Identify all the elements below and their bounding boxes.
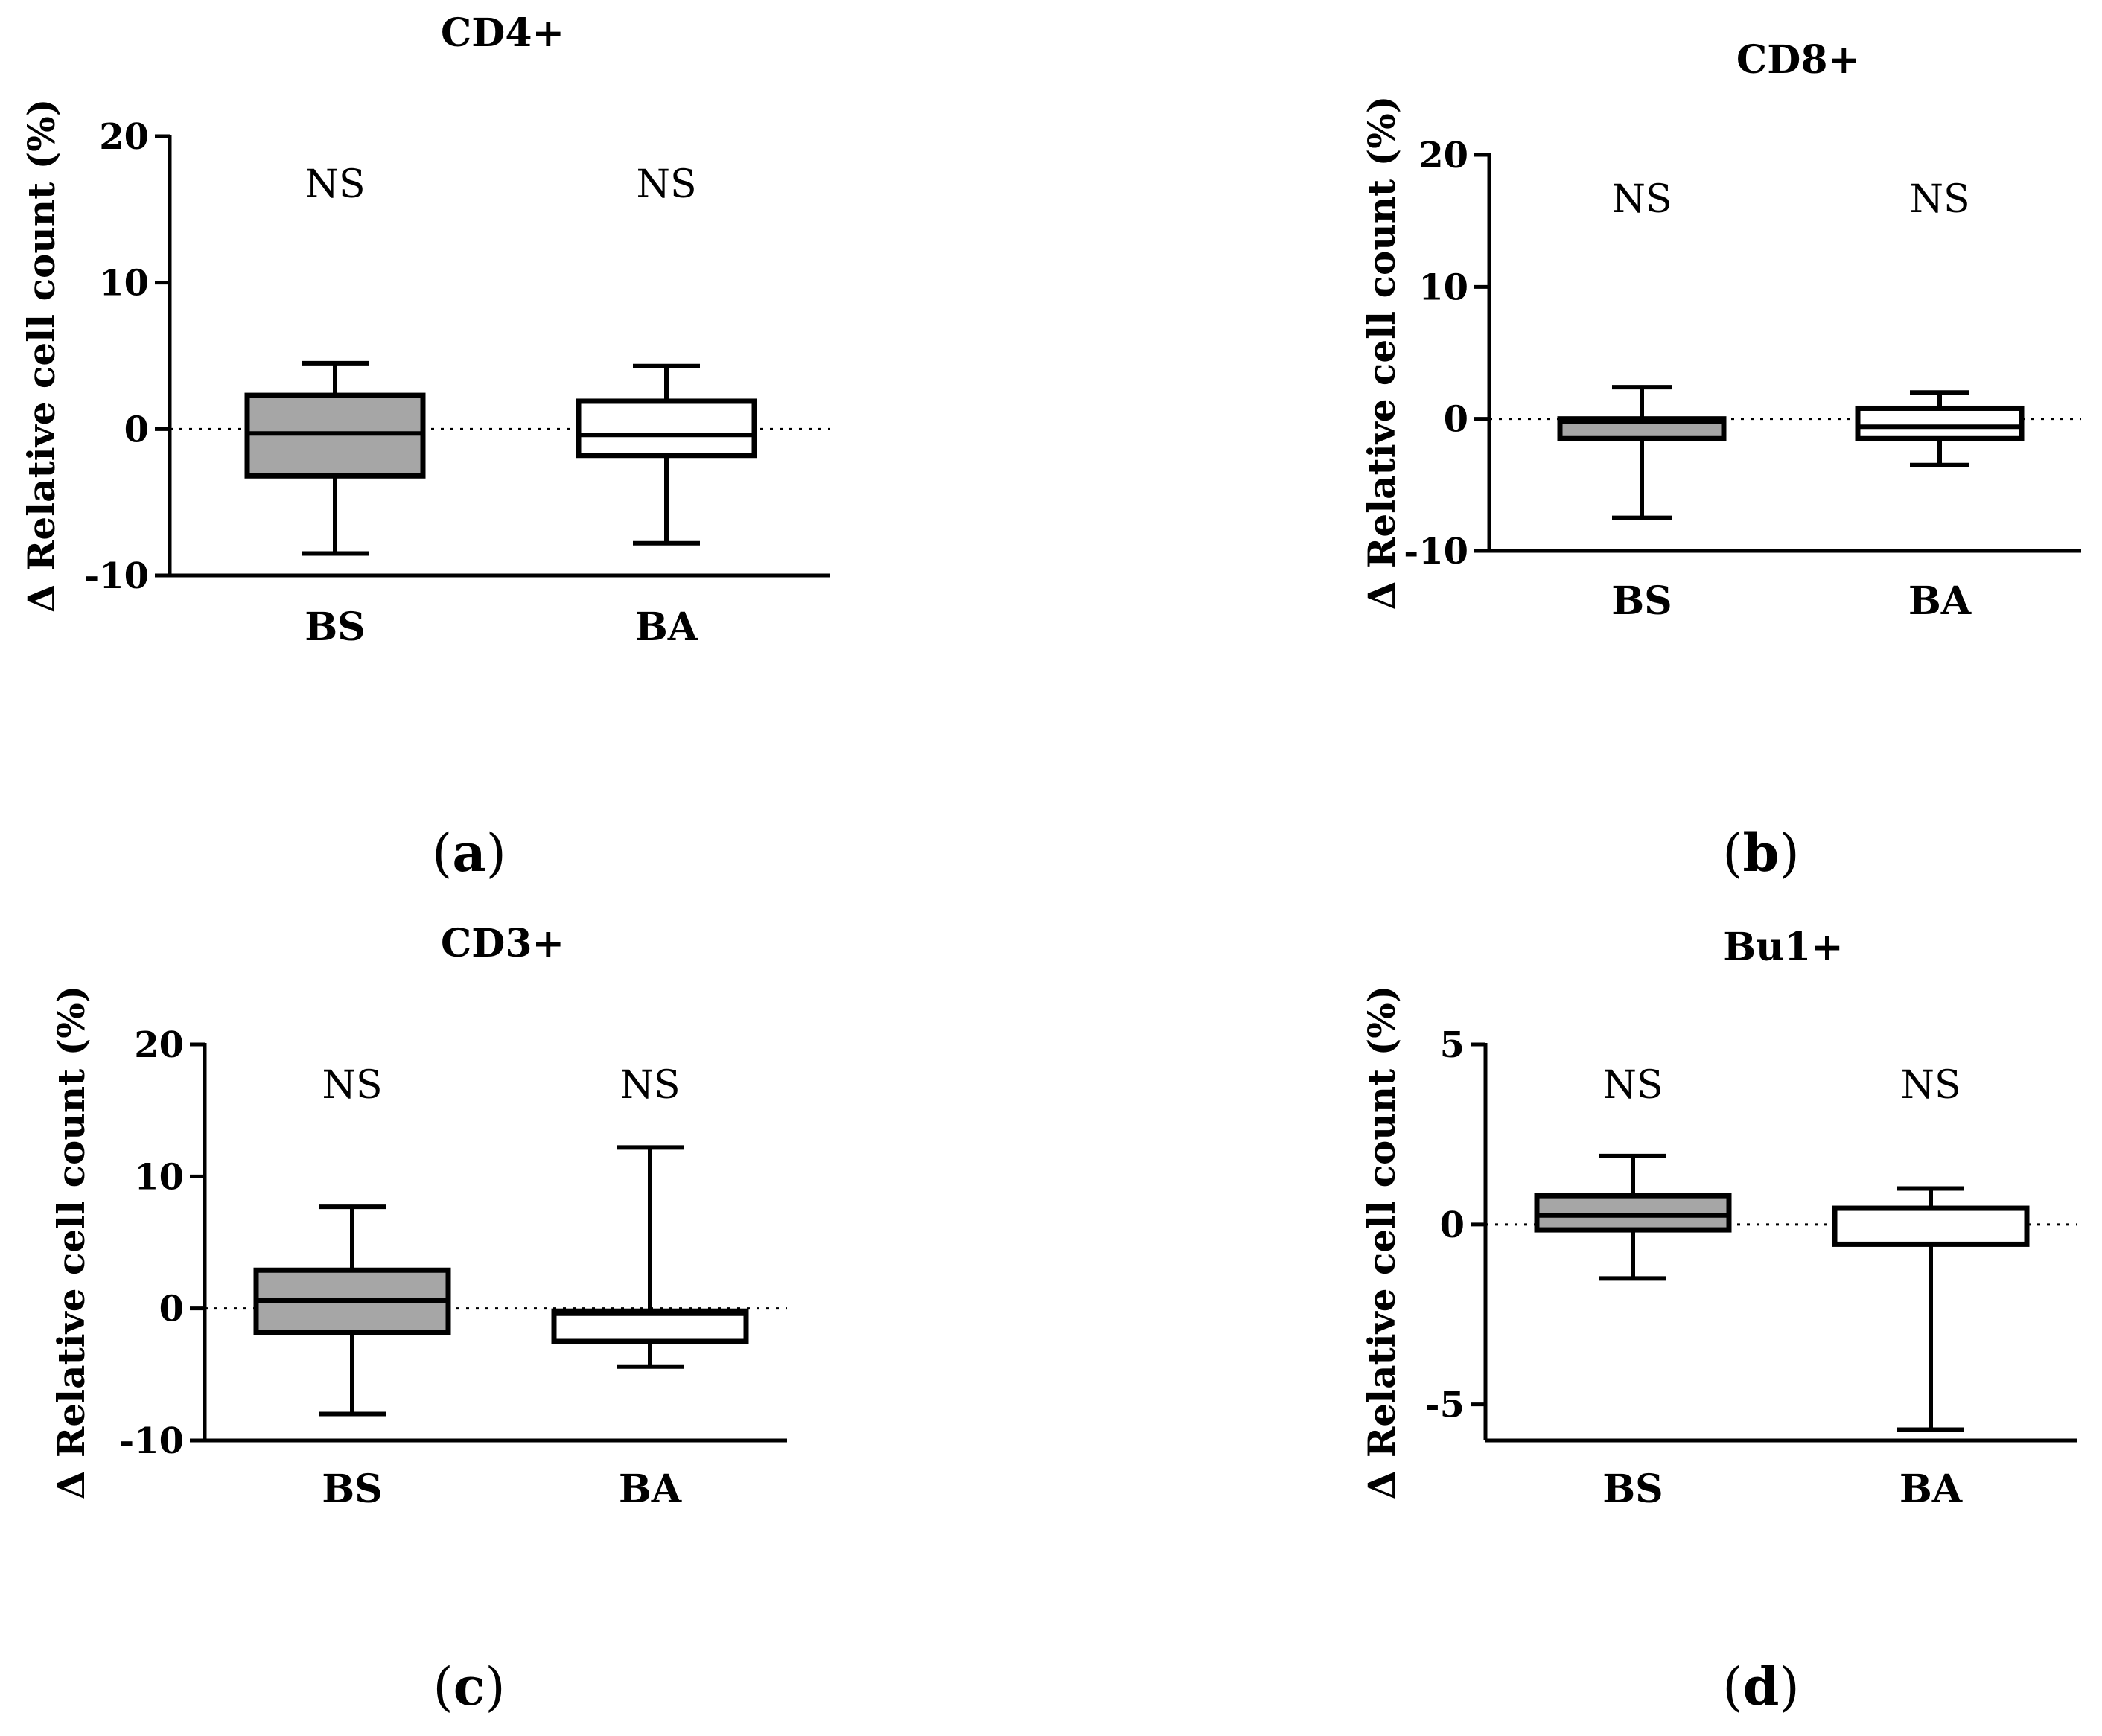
y-axis-label: Δ Relative cell count (%): [1360, 96, 1404, 610]
x-category-label: BA: [635, 604, 698, 650]
y-tick-label: -5: [1425, 1385, 1465, 1426]
box-bs: [1534, 1193, 1732, 1233]
y-tick-label: 20: [1418, 135, 1468, 176]
y-tick-label: -10: [84, 555, 149, 597]
significance-label: NS: [305, 162, 365, 207]
chart-title: CD3+: [441, 921, 564, 966]
x-category-label: BS: [305, 604, 366, 650]
significance-label: NS: [1602, 1063, 1663, 1108]
chart-panel-a: CD4+ Δ Relative cell count (%) -10 0 10 20 NS B…: [19, 10, 830, 884]
y-tick-label: 10: [1418, 267, 1468, 308]
significance-label: NS: [322, 1063, 382, 1108]
panel-label: (b): [1722, 822, 1800, 884]
chart-panel-d: Bu1+ Δ Relative cell count (%) -5 0 5 NS BS NS B…: [1360, 925, 2077, 1717]
x-category-label: BA: [1908, 578, 1972, 624]
box-ba: [551, 1308, 749, 1344]
significance-label: NS: [636, 162, 696, 207]
x-category-label: BS: [1611, 578, 1672, 624]
y-axis-label: Δ Relative cell count (%): [19, 99, 63, 613]
panel-label: (a): [432, 822, 506, 884]
significance-label: NS: [1900, 1063, 1961, 1108]
significance-label: NS: [620, 1063, 680, 1108]
box-ba: [1832, 1205, 2030, 1247]
panel-label: (d): [1722, 1656, 1800, 1717]
box-ba: [1855, 405, 2025, 441]
panel-label: (c): [433, 1656, 505, 1717]
y-tick-label: 10: [99, 263, 149, 304]
chart-title: CD4+: [441, 10, 564, 56]
chart-title: Bu1+: [1723, 925, 1844, 970]
y-tick-label: -10: [119, 1420, 184, 1462]
y-tick-label: 0: [124, 409, 149, 450]
chart-panel-b: CD8+ Δ Relative cell count (%) -10 0 10 20 NS B…: [1360, 37, 2081, 884]
y-tick-label: 20: [134, 1024, 184, 1066]
y-tick-label: -10: [1404, 531, 1468, 572]
chart-title: CD8+: [1736, 37, 1860, 83]
y-axis-label: Δ Relative cell count (%): [1360, 986, 1404, 1500]
significance-label: NS: [1611, 177, 1672, 222]
x-category-label: BS: [1602, 1467, 1663, 1512]
y-tick-label: 10: [134, 1156, 184, 1198]
box-ba: [576, 398, 757, 459]
y-tick-label: 0: [159, 1289, 184, 1330]
significance-label: NS: [1909, 177, 1969, 222]
x-category-label: BA: [619, 1467, 682, 1512]
x-category-label: BA: [1899, 1467, 1963, 1512]
y-tick-label: 0: [1440, 1204, 1465, 1246]
chart-panel-c: CD3+ Δ Relative cell count (%) -10 0 10 20 NS B…: [49, 921, 787, 1717]
y-axis-label: Δ Relative cell count (%): [49, 986, 93, 1500]
x-category-label: BS: [322, 1467, 383, 1512]
y-tick-label: 5: [1440, 1024, 1465, 1066]
y-tick-label: 20: [99, 116, 149, 158]
y-tick-label: 0: [1444, 399, 1468, 441]
